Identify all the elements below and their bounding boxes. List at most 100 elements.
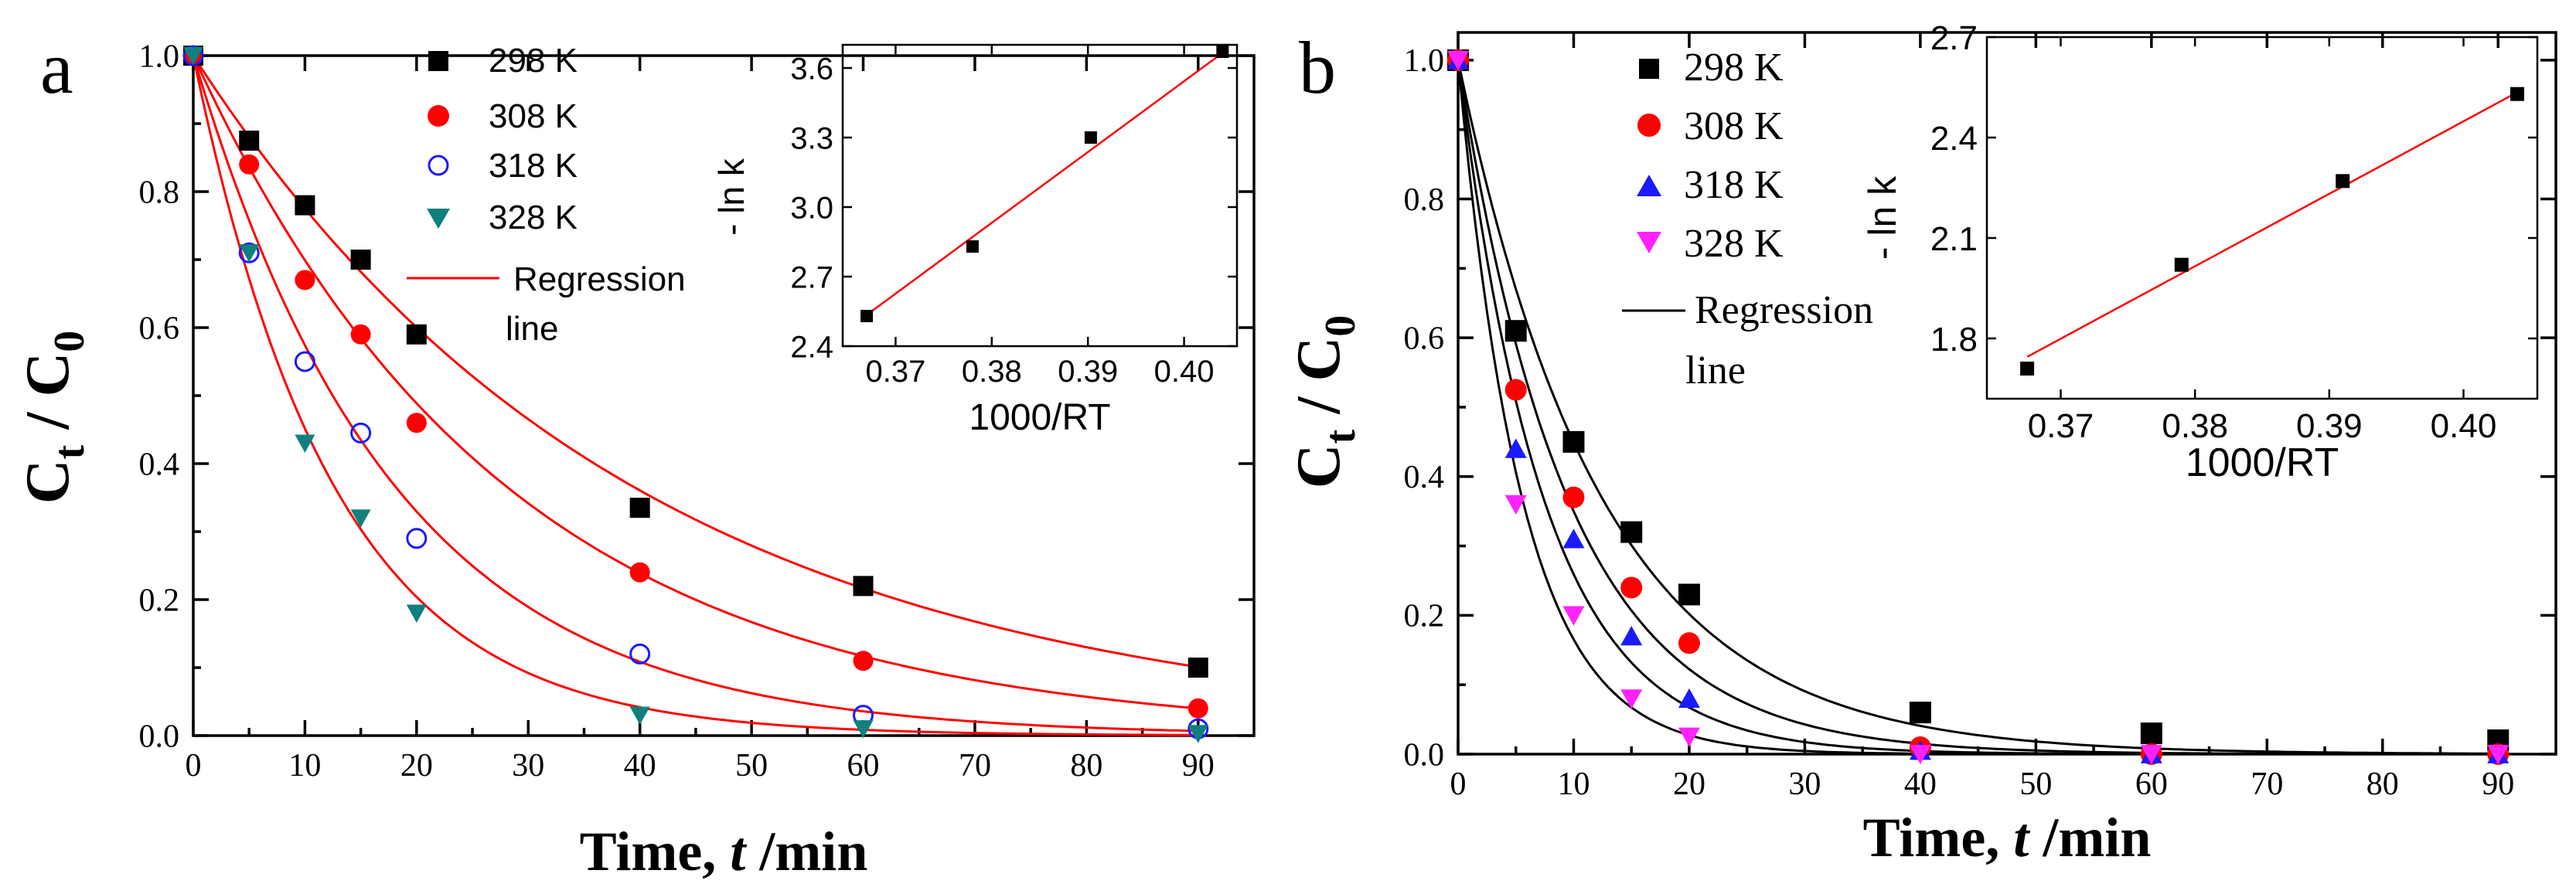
panel-b-point-0-6 — [2140, 722, 2162, 745]
panel-b-inset-x-tick-label-2: 0.39 — [2296, 407, 2363, 445]
panel-b-regression-curve-0 — [1457, 59, 2499, 755]
panel-a-y-tick-label-1: 0.2 — [139, 583, 180, 618]
panel-a-x-tick-label-0: 0 — [186, 748, 202, 784]
panel-b-point-1-1 — [1504, 379, 1527, 401]
panel-a-inset-x-tick-label-0: 0.37 — [865, 355, 925, 389]
panel-a-inset-x-tick-label-3: 0.40 — [1154, 355, 1215, 389]
panel-b-y-label-main: C — [1285, 444, 1353, 488]
legend-b-318-label: 318 K — [1684, 163, 1784, 207]
panel-b-point-1-2 — [1562, 486, 1585, 508]
panel-b-point-3-4 — [1678, 727, 1700, 747]
panel-a-inset-y-tick-label-2: 3.0 — [790, 191, 833, 225]
panel-a-x-label-main: Time, — [580, 821, 731, 882]
panel-b-inset-y-tick-label-3: 2.7 — [1930, 19, 1978, 57]
panel-b-y-label-sub2: 0 — [1317, 315, 1365, 337]
panel-b-y-label-sub: t — [1317, 429, 1365, 444]
panel-a-inset-points — [860, 46, 1229, 322]
panel-b-x-tick-label-20: 20 — [1673, 767, 1705, 802]
panel-a-point-1-5 — [629, 562, 650, 583]
panel-a-regression-curve-2 — [192, 55, 1198, 733]
panel-a-inset-x-label: 1000/RT — [969, 397, 1110, 438]
panel-b-inset-x-label: 1000/RT — [2186, 440, 2339, 485]
panel-a-x-tick-label-90: 90 — [1182, 748, 1215, 784]
panel-b-y-axis-label: Ct / C0 — [1285, 315, 1365, 488]
panel-b-x-label-unit: /min — [2029, 807, 2151, 869]
panel-a-y-tick-label-0: 0.0 — [139, 719, 180, 754]
legend-b-308-marker — [1637, 114, 1661, 137]
panel-b-point-2-4 — [1678, 688, 1700, 709]
panel-a-point-2-2 — [294, 351, 315, 372]
panel-a-x-label-var: t — [730, 821, 747, 882]
panel-a-point-0-2 — [295, 195, 315, 216]
panel-b-inset-point-2 — [2336, 174, 2350, 189]
panel-b-point-0-4 — [1678, 583, 1700, 606]
panel-b-y-tick-label-4: 0.8 — [1404, 182, 1445, 218]
panel-b-x-tick-label-0: 0 — [1450, 767, 1467, 802]
panel-a-point-0-5 — [629, 498, 650, 518]
panel-b-point-0-2 — [1562, 430, 1585, 453]
panel-b-y-label-mid: / C — [1285, 337, 1353, 430]
panel-a-inset-y-tick-label-0: 2.4 — [790, 330, 833, 364]
panel-b-point-0-3 — [1620, 521, 1643, 543]
panel-b-inset-point-1 — [2174, 257, 2189, 272]
panel-a-point-0-7 — [1187, 658, 1208, 678]
legend-a-308-marker — [428, 105, 449, 127]
panel-b-x-tick-label-10: 10 — [1557, 767, 1590, 802]
panel-a-point-0-1 — [239, 131, 260, 151]
panel-a-point-3-2 — [295, 434, 315, 453]
panel-a-inset-y-tick-label-3: 3.3 — [790, 121, 833, 155]
panel-a-ticks: 0 10 20 30 40 50 60 70 80 90 0.0 0.2 0.4 0.6 0.8 1.0 — [139, 39, 1254, 784]
panel-b-point-0-1 — [1504, 320, 1527, 342]
panel-a-regression-curve-1 — [192, 55, 1198, 710]
panel-b-x-tick-label-90: 90 — [2482, 767, 2514, 802]
legend-b-298-label: 298 K — [1684, 46, 1784, 90]
panel-b-y-tick-label-0: 0.0 — [1404, 737, 1445, 773]
panel-a-regression-curve-3 — [192, 55, 1198, 736]
panel-a-inset-fit-line — [866, 52, 1224, 316]
panel-b-point-0-5 — [1909, 702, 1931, 724]
panel-a-inset-point-0 — [860, 310, 874, 322]
legend-b-308-label: 308 K — [1684, 104, 1784, 148]
panel-a-point-1-1 — [239, 154, 260, 175]
panel-b: b 0 10 20 30 40 50 60 70 80 900.00.20.40.60.81.0 … — [1285, 19, 2557, 869]
panel-b-x-tick-label-60: 60 — [2135, 767, 2168, 802]
legend-b-regression-label-1: Regression — [1695, 288, 1873, 332]
panel-a-y-tick-label-3: 0.6 — [139, 311, 180, 346]
panel-a-point-0-3 — [350, 250, 371, 270]
panel-a-point-1-4 — [406, 413, 427, 433]
panel-a-y-tick-label-4: 0.8 — [139, 175, 180, 210]
panel-b-x-label-main: Time, — [1863, 807, 2014, 869]
panel-a-regression-curves — [192, 55, 1199, 736]
panel-b-inset-y-tick-label-0: 1.8 — [1930, 321, 1978, 359]
panel-b-inset-y-tick-label-1: 2.1 — [1930, 220, 1978, 258]
panel-b-inset-ticks: 0.37 0.38 0.39 0.40 1.8 2.1 2.4 2.7 — [1930, 19, 2537, 445]
panel-b-data-points — [1447, 49, 2510, 765]
panel-a: a 0 10 20 30 40 50 60 70 80 900.00.20.40.60.81.0 … — [14, 26, 1256, 882]
panel-b-legend: 298 K 308 K 318 K 328 K Regression line — [1622, 46, 1873, 393]
panel-a-inset: 0.37 0.38 0.39 0.402.42.73.03.33.6 1000/RT … — [711, 43, 1239, 438]
panel-a-plot-frame — [192, 54, 1256, 737]
panel-b-point-3-1 — [1504, 495, 1527, 515]
panel-a-inset-frame — [841, 43, 1239, 348]
panel-a-inset-x-tick-label-1: 0.38 — [962, 355, 1022, 389]
panel-a-x-tick-label-70: 70 — [959, 748, 991, 784]
panel-b-inset-x-tick-label-3: 0.40 — [2431, 407, 2497, 445]
panel-b-point-2-2 — [1562, 529, 1585, 549]
legend-a-318-label: 318 K — [489, 147, 578, 185]
panel-b-inset-point-3 — [2510, 87, 2524, 101]
panel-a-label: a — [40, 26, 73, 109]
legend-b-328-label: 328 K — [1684, 222, 1784, 266]
panel-a-point-0-6 — [853, 576, 874, 597]
panel-a-y-tick-label-2: 0.4 — [139, 447, 180, 482]
panel-a-inset-point-1 — [966, 240, 979, 253]
panel-b-inset-fit-line — [2026, 91, 2518, 358]
panel-a-x-tick-label-80: 80 — [1070, 748, 1102, 784]
panel-b-point-3-6 — [2140, 745, 2162, 765]
panel-a-y-label-mid: / C — [14, 352, 82, 445]
panel-a-point-3-7 — [1187, 725, 1208, 743]
legend-b-318-marker — [1637, 175, 1661, 196]
legend-a-308-label: 308 K — [489, 97, 578, 135]
panel-b-point-3-7 — [2487, 745, 2510, 765]
panel-a-y-axis-label: Ct / C0 — [14, 331, 94, 504]
